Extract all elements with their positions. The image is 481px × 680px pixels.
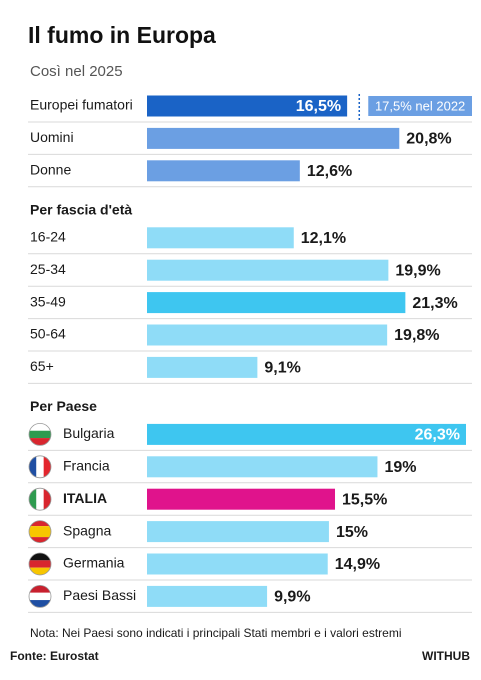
flag-stripe <box>29 430 51 439</box>
bar <box>147 585 268 607</box>
value-label: 15% <box>336 524 368 541</box>
value-label: 14,9% <box>335 556 380 573</box>
category-label: 25-34 <box>30 261 66 277</box>
flag-stripe <box>29 520 51 527</box>
flag-border <box>28 422 52 446</box>
category-label: 35-49 <box>30 293 66 309</box>
value-label: 26,3% <box>415 427 460 444</box>
flag-border <box>28 585 52 608</box>
flag-border <box>28 487 52 511</box>
category-label: 65+ <box>30 358 54 374</box>
reference-box <box>368 96 472 116</box>
value-label: 9,9% <box>274 589 310 606</box>
flag-stripe <box>29 423 51 431</box>
flag-stripe <box>29 537 51 543</box>
value-label: 19% <box>384 459 416 476</box>
flag <box>29 423 51 446</box>
flag-stripe <box>36 455 44 478</box>
note: Nota: Nei Paesi sono indicati i principa… <box>30 626 401 640</box>
category-label: ITALIA <box>63 490 107 506</box>
bar <box>147 324 388 346</box>
flag-stripe <box>43 488 51 511</box>
bar <box>147 160 300 182</box>
reference-label: 17,5% nel 2022 <box>375 98 465 113</box>
flag-stripe <box>29 567 51 575</box>
flag <box>29 488 51 511</box>
category-label: 16-24 <box>30 229 66 245</box>
flag-border <box>28 455 52 479</box>
value-label: 20,8% <box>406 131 451 148</box>
category-label: Donne <box>30 162 71 178</box>
flag-stripe <box>29 455 37 478</box>
flag-border <box>28 552 52 576</box>
bar <box>147 423 466 445</box>
value-label: 12,1% <box>301 230 346 247</box>
flag-stripe <box>29 438 51 446</box>
flag-stripe <box>29 592 51 601</box>
category-label: Uomini <box>30 129 74 145</box>
value-label: 9,1% <box>264 360 300 377</box>
value-label: 19,8% <box>394 327 439 344</box>
flag-stripe <box>29 488 37 511</box>
flag-stripe <box>43 455 51 478</box>
category-label: Bulgaria <box>63 425 115 441</box>
section-heading: Per Paese <box>30 398 97 414</box>
section-heading: Per fascia d'età <box>30 202 132 218</box>
bar <box>147 227 294 249</box>
category-label: Spagna <box>63 522 111 538</box>
bar <box>147 292 406 314</box>
flag <box>29 585 51 608</box>
category-label: Francia <box>63 458 110 474</box>
value-label: 15,5% <box>342 491 387 508</box>
category-label: 50-64 <box>30 326 66 342</box>
flag <box>29 520 51 543</box>
flag <box>29 553 51 575</box>
category-label: Europei fumatori <box>30 97 133 113</box>
flag-border <box>28 520 52 543</box>
bar <box>147 553 328 575</box>
brand: WITHUB <box>422 649 470 663</box>
chart-title: Il fumo in Europa <box>28 22 216 48</box>
value-label: 12,6% <box>307 163 352 180</box>
bar <box>147 356 258 378</box>
bar <box>147 127 400 149</box>
flag-stripe <box>29 553 51 561</box>
bar <box>147 259 389 281</box>
flag-stripe <box>29 600 51 608</box>
bar <box>147 456 378 478</box>
value-label: 21,3% <box>412 295 457 312</box>
source: Fonte: Eurostat <box>10 649 99 663</box>
bar <box>147 488 336 510</box>
bar <box>147 521 329 543</box>
flag-stripe <box>29 526 51 538</box>
bar <box>147 95 348 117</box>
flag-stripe <box>29 560 51 568</box>
chart-subtitle: Così nel 2025 <box>30 63 123 80</box>
value-label: 16,5% <box>296 98 341 115</box>
category-label: Germania <box>63 555 125 571</box>
value-label: 19,9% <box>395 262 440 279</box>
category-label: Paesi Bassi <box>63 587 136 603</box>
flag <box>29 455 51 478</box>
flag-stripe <box>36 488 44 511</box>
flag-stripe <box>29 585 51 593</box>
